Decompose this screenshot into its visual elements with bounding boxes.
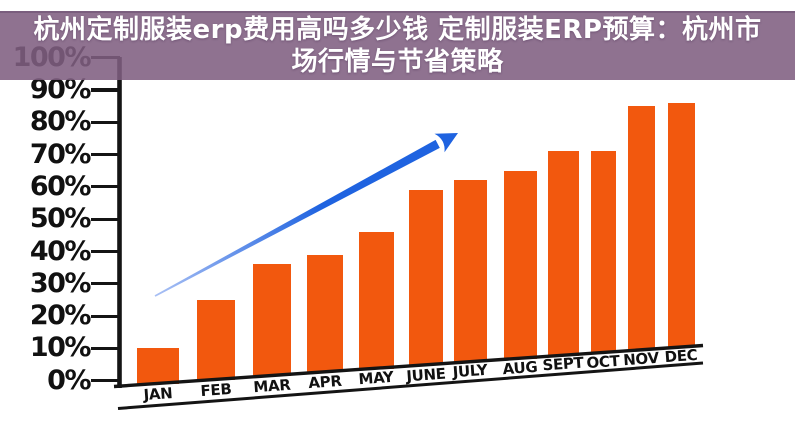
bar-oct <box>590 151 616 353</box>
page-title-line1: 杭州定制服装erp费用高吗多少钱 定制服装ERP预算：杭州市 <box>33 15 762 45</box>
x-axis-line <box>113 343 704 389</box>
y-tick-10 <box>91 346 120 350</box>
y-tick-label-20: 20% <box>29 300 92 332</box>
bar-nov <box>627 106 655 351</box>
bar-feb <box>197 299 235 380</box>
bar-july <box>453 180 487 363</box>
y-tick-label-40: 40% <box>29 235 92 267</box>
bar-jan <box>137 348 179 384</box>
x-axis-underline <box>117 361 704 410</box>
bar-sept <box>547 151 579 356</box>
y-tick-90 <box>91 88 120 92</box>
y-tick-0 <box>91 379 120 383</box>
y-tick-label-70: 70% <box>29 138 92 170</box>
bar-dec <box>667 102 695 348</box>
y-tick-label-60: 60% <box>29 170 92 202</box>
y-tick-label-80: 80% <box>29 106 92 138</box>
bar-mar <box>253 264 291 376</box>
bar-aug <box>503 170 537 359</box>
y-tick-30 <box>91 282 120 286</box>
y-tick-80 <box>91 120 120 124</box>
y-tick-label-0: 0% <box>47 364 91 396</box>
y-tick-20 <box>91 314 120 318</box>
page-title-line2: 场行情与节省策略 <box>291 47 504 77</box>
y-tick-60 <box>91 185 120 189</box>
bar-apr <box>307 254 343 373</box>
bar-june <box>409 190 443 366</box>
y-tick-50 <box>91 217 120 221</box>
y-tick-40 <box>91 249 120 254</box>
y-tick-70 <box>91 153 120 157</box>
y-tick-label-50: 50% <box>29 203 92 235</box>
bar-may <box>358 232 394 369</box>
trend-arrow-icon <box>154 133 458 297</box>
y-tick-label-10: 10% <box>29 332 92 364</box>
y-tick-label-30: 30% <box>29 267 92 299</box>
title-banner: 杭州定制服装erp费用高吗多少钱 定制服装ERP预算：杭州市 场行情与节省策略 <box>0 11 795 80</box>
